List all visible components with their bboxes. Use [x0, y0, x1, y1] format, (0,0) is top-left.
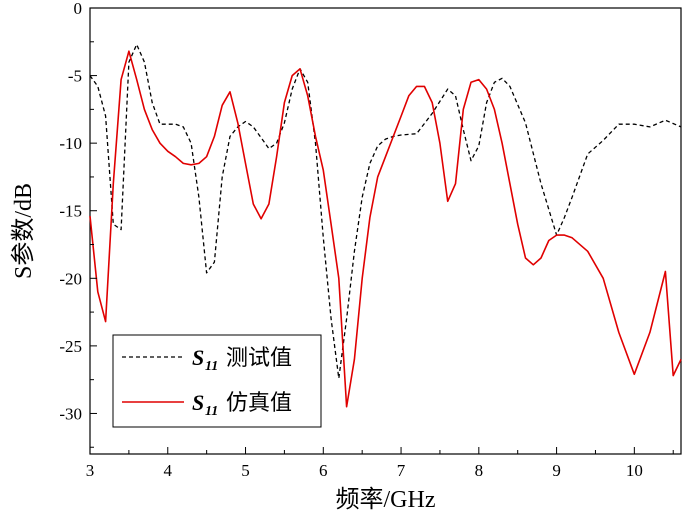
legend-box: [112, 334, 322, 428]
legend-subscript: 11: [205, 359, 218, 374]
series-line-2: [89, 50, 682, 408]
x-tick-label: 8: [475, 461, 484, 480]
series-layer: [89, 43, 682, 408]
plot-frame: [89, 7, 682, 455]
y-tick-label: -30: [59, 404, 82, 423]
x-tick-label: 5: [241, 461, 250, 480]
legend-symbol: S: [192, 390, 204, 415]
plot-frame-group: [89, 7, 682, 455]
legend-subscript: 11: [205, 404, 218, 419]
tick-labels-layer: 3 4 5 6 7 8 9 10 0 -5 -10 -15 -20 -25 -30: [59, 0, 643, 480]
y-tick-label: -20: [59, 269, 82, 288]
y-tick-label: 0: [74, 0, 83, 18]
x-tick-label: 3: [86, 461, 95, 480]
x-tick-label: 7: [397, 461, 406, 480]
series-line-1: [89, 43, 682, 379]
x-tick-label: 10: [626, 461, 643, 480]
y-axis-title: S参数/dB: [10, 183, 37, 279]
legend-label: 测试值: [226, 345, 292, 370]
legend-symbol: S: [192, 345, 204, 370]
y-tick-label: -25: [59, 337, 82, 356]
x-tick-label: 6: [319, 461, 328, 480]
x-axis-title: 频率/GHz: [336, 486, 436, 513]
x-tick-label: 4: [164, 461, 173, 480]
ticks-layer: [89, 7, 674, 454]
legend-label: 仿真值: [226, 390, 292, 415]
y-tick-label: -10: [59, 134, 82, 153]
y-tick-label: -5: [68, 67, 82, 86]
x-tick-label: 9: [552, 461, 561, 480]
y-tick-label: -15: [59, 202, 82, 221]
